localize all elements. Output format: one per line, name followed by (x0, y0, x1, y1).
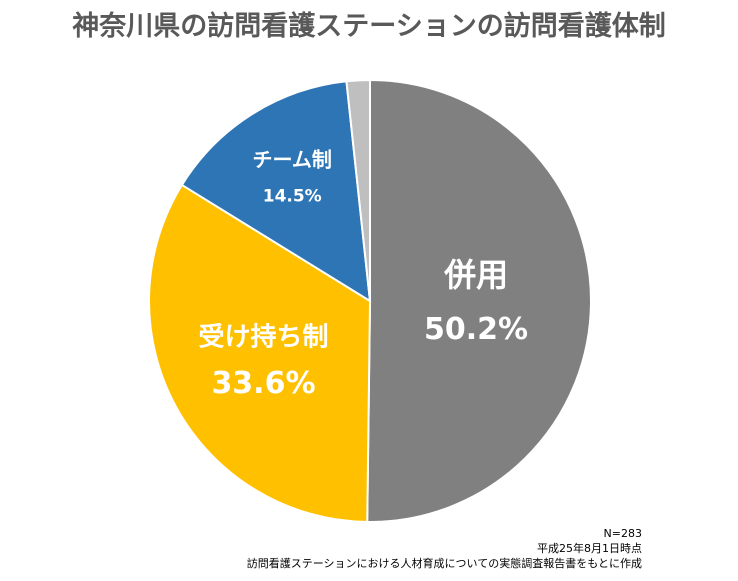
slice-label-2: 受け持ち制 (198, 322, 328, 353)
pie-slice-3 (180, 80, 372, 303)
source-note: 訪問看護ステーションにおける人材育成についての実態調査報告書をもとに作成 (246, 557, 642, 570)
pie-slice-1 (366, 78, 592, 523)
slice-label-1: 併用 (443, 256, 508, 294)
slice-value-2: 33.6% (211, 366, 315, 401)
date-note: 平成25年8月1日時点 (537, 542, 642, 555)
sample-size-note: N=283 (603, 527, 642, 540)
slice-value-3: 14.5% (263, 187, 322, 207)
pie-labels: 併用 50.2% 受け持ち制 33.6% チーム制 14.5% (198, 148, 528, 401)
pie-slice-4 (345, 78, 371, 302)
chart-notes: N=283 平成25年8月1日時点 訪問看護ステーションにおける人材育成について… (247, 526, 642, 571)
pie-slices (148, 78, 592, 523)
slice-label-3: チーム制 (253, 148, 332, 172)
slice-value-1: 50.2% (424, 312, 528, 347)
chart-title: 神奈川県の訪問看護ステーションの訪問看護体制 (72, 11, 666, 42)
pie-slice-2 (148, 183, 372, 523)
